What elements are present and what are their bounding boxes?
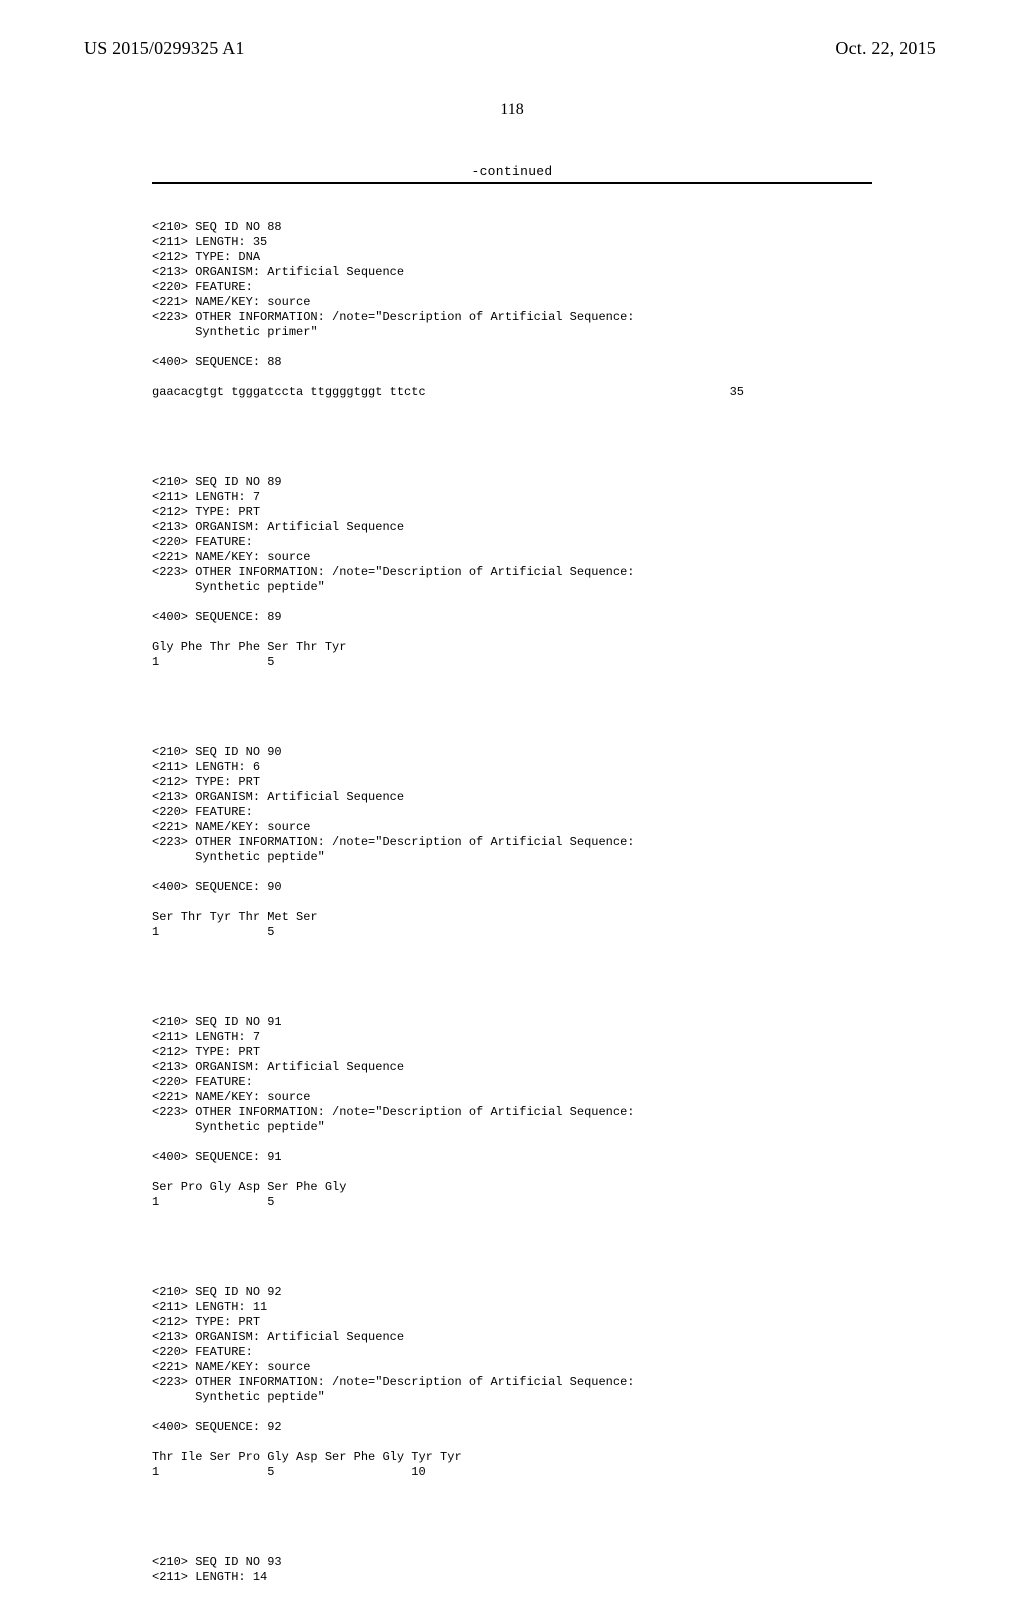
spacer [152,340,872,355]
otherinfo-cont: Synthetic peptide" [152,1390,325,1404]
sequence-label: <400> SEQUENCE: 92 [152,1420,282,1434]
length-line: <211> LENGTH: 6 [152,760,260,774]
spacer [152,1165,872,1180]
peptide-line: Thr Ile Ser Pro Gly Asp Ser Phe Gly Tyr … [152,1450,462,1464]
sequence-label: <400> SEQUENCE: 88 [152,355,282,369]
otherinfo-cont: Synthetic peptide" [152,580,325,594]
dna-sequence-line: gaacacgtgt tgggatccta ttggggtggt ttctc35 [152,385,872,400]
sequence-listing: <210> SEQ ID NO 88 <211> LENGTH: 35 <212… [152,190,872,1615]
peptide-line: Ser Pro Gly Asp Ser Phe Gly [152,1180,346,1194]
organism-line: <213> ORGANISM: Artificial Sequence [152,790,404,804]
type-line: <212> TYPE: PRT [152,505,260,519]
seq-entry-93: <210> SEQ ID NO 93 <211> LENGTH: 14 [152,1555,872,1585]
length-line: <211> LENGTH: 14 [152,1570,267,1584]
namekey-line: <221> NAME/KEY: source [152,550,310,564]
feature-line: <220> FEATURE: [152,1075,253,1089]
feature-line: <220> FEATURE: [152,805,253,819]
spacer [152,415,872,445]
length-line: <211> LENGTH: 11 [152,1300,267,1314]
peptide-index: 1 5 [152,925,274,939]
seq-entry-91: <210> SEQ ID NO 91 <211> LENGTH: 7 <212>… [152,1015,872,1210]
page-header: US 2015/0299325 A1 Oct. 22, 2015 [0,38,1024,59]
namekey-line: <221> NAME/KEY: source [152,1360,310,1374]
otherinfo-line: <223> OTHER INFORMATION: /note="Descript… [152,1105,634,1119]
feature-line: <220> FEATURE: [152,280,253,294]
seq-entry-90: <210> SEQ ID NO 90 <211> LENGTH: 6 <212>… [152,745,872,940]
namekey-line: <221> NAME/KEY: source [152,295,310,309]
sequence-label: <400> SEQUENCE: 91 [152,1150,282,1164]
seq-id-line: <210> SEQ ID NO 90 [152,745,282,759]
sequence-label: <400> SEQUENCE: 90 [152,880,282,894]
publication-date: Oct. 22, 2015 [835,38,936,59]
seq-id-line: <210> SEQ ID NO 89 [152,475,282,489]
peptide-index: 1 5 [152,655,274,669]
otherinfo-cont: Synthetic peptide" [152,850,325,864]
otherinfo-line: <223> OTHER INFORMATION: /note="Descript… [152,1375,634,1389]
page-number: 118 [0,101,1024,119]
length-line: <211> LENGTH: 7 [152,1030,260,1044]
spacer [152,1135,872,1150]
spacer [152,1225,872,1255]
organism-line: <213> ORGANISM: Artificial Sequence [152,1060,404,1074]
peptide-index: 1 5 10 [152,1465,426,1479]
seq-id-line: <210> SEQ ID NO 91 [152,1015,282,1029]
spacer [152,685,872,715]
seq-entry-88: <210> SEQ ID NO 88 <211> LENGTH: 35 <212… [152,220,872,400]
spacer [152,595,872,610]
spacer [152,1405,872,1420]
continued-label: -continued [0,164,1024,179]
page-root: US 2015/0299325 A1 Oct. 22, 2015 118 -co… [0,0,1024,1320]
namekey-line: <221> NAME/KEY: source [152,1090,310,1104]
type-line: <212> TYPE: PRT [152,775,260,789]
otherinfo-cont: Synthetic primer" [152,325,318,339]
peptide-line: Gly Phe Thr Phe Ser Thr Tyr [152,640,346,654]
seq-entry-92: <210> SEQ ID NO 92 <211> LENGTH: 11 <212… [152,1285,872,1480]
seq-entry-89: <210> SEQ ID NO 89 <211> LENGTH: 7 <212>… [152,475,872,670]
seq-id-line: <210> SEQ ID NO 92 [152,1285,282,1299]
length-line: <211> LENGTH: 7 [152,490,260,504]
seq-id-line: <210> SEQ ID NO 93 [152,1555,282,1569]
spacer [152,625,872,640]
otherinfo-line: <223> OTHER INFORMATION: /note="Descript… [152,310,634,324]
type-line: <212> TYPE: DNA [152,250,260,264]
organism-line: <213> ORGANISM: Artificial Sequence [152,265,404,279]
length-line: <211> LENGTH: 35 [152,235,267,249]
otherinfo-line: <223> OTHER INFORMATION: /note="Descript… [152,835,634,849]
spacer [152,1495,872,1525]
organism-line: <213> ORGANISM: Artificial Sequence [152,520,404,534]
sequence-label: <400> SEQUENCE: 89 [152,610,282,624]
type-line: <212> TYPE: PRT [152,1315,260,1329]
organism-line: <213> ORGANISM: Artificial Sequence [152,1330,404,1344]
feature-line: <220> FEATURE: [152,535,253,549]
spacer [152,370,872,385]
namekey-line: <221> NAME/KEY: source [152,820,310,834]
spacer [152,1435,872,1450]
spacer [152,955,872,985]
publication-number: US 2015/0299325 A1 [84,38,245,59]
seq-id-line: <210> SEQ ID NO 88 [152,220,282,234]
feature-line: <220> FEATURE: [152,1345,253,1359]
otherinfo-line: <223> OTHER INFORMATION: /note="Descript… [152,565,634,579]
spacer [152,895,872,910]
spacer [152,865,872,880]
type-line: <212> TYPE: PRT [152,1045,260,1059]
peptide-index: 1 5 [152,1195,274,1209]
horizontal-rule-top [152,182,872,184]
peptide-line: Ser Thr Tyr Thr Met Ser [152,910,318,924]
otherinfo-cont: Synthetic peptide" [152,1120,325,1134]
